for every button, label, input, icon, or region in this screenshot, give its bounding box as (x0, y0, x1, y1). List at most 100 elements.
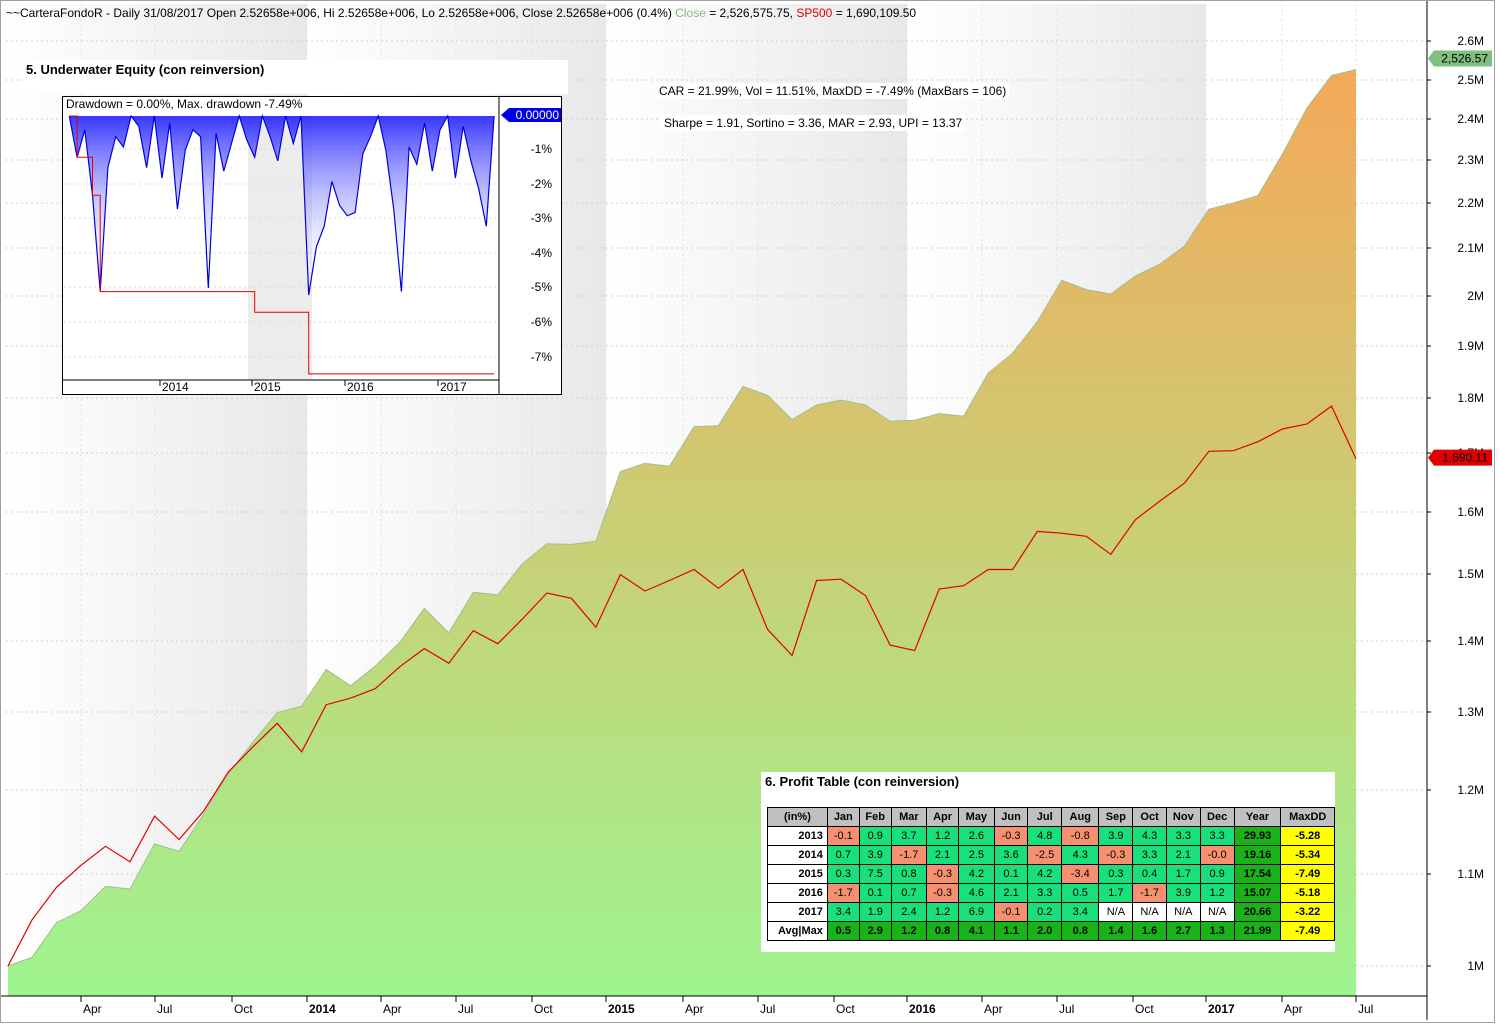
profit-cell: 0.3 (826, 864, 860, 884)
profit-cell: 0.1 (993, 864, 1029, 884)
x-tick-label: Jul (458, 1002, 473, 1016)
drawdown-area (69, 116, 495, 295)
profit-row-label: 2017 (767, 902, 828, 922)
profit-cell: 1.9 (858, 902, 892, 922)
profit-cell: 2.5 (958, 845, 995, 865)
profit-cell: 1.7 (1165, 864, 1201, 884)
profit-table-row: 2013 -0.1 0.9 3.7 1.2 2.6 -0.3 4.8 -0.8 3.9 4.3 3.3… (767, 826, 1335, 846)
profit-cell: 2.1 (1165, 845, 1201, 865)
profit-table-row: 2017 3.4 1.9 2.4 1.2 6.9 -0.1 0.2 3.4 N/A N/A N/A N/… (767, 902, 1335, 922)
x-tick-label: 2017 (1208, 1002, 1235, 1016)
profit-cell: 4.8 (1027, 826, 1063, 846)
profit-cell: -0.1 (993, 902, 1029, 922)
profit-cell: 4.6 (958, 883, 995, 903)
underwater-panel-header: 5. Underwater Equity (con reinversion) (22, 60, 568, 94)
x-tick-label: Apr (383, 1002, 402, 1016)
profit-cell: 0.3 (1098, 864, 1134, 884)
profit-cell: 0.8 (1061, 921, 1100, 941)
underwater-chart[interactable]: -1% -2% -3% -4% -5% -6% -7% 2014 2015 2016 2017 0.0… (62, 96, 562, 395)
profit-cell: 17.54 (1233, 864, 1282, 884)
y-tick-label: 1.2M (1457, 783, 1484, 797)
profit-cell: 1.2 (1199, 883, 1235, 903)
profit-cell: 3.9 (1098, 826, 1134, 846)
profit-row-label: 2014 (767, 845, 828, 865)
y-tick-label: 2.2M (1457, 196, 1484, 210)
inset-x-tick-label: 2016 (347, 380, 374, 394)
inset-year-band (248, 116, 312, 380)
profit-table-header-row: (in%) Jan Feb Mar Apr May Jun Jul Aug Sep Oct Nov De… (767, 807, 1335, 827)
profit-cell: -0.0 (1199, 845, 1235, 865)
inset-y-tick-label: -7% (531, 350, 553, 364)
profit-table-row: 2016 -1.7 0.1 0.7 -0.3 4.6 2.1 3.3 0.5 1.7 -1.7 3.9… (767, 883, 1335, 903)
profit-cell: -1.7 (890, 845, 928, 865)
profit-table: (in%) Jan Feb Mar Apr May Jun Jul Aug Sep Oct Nov De… (767, 807, 1335, 941)
x-tick-label: Jul (1358, 1002, 1373, 1016)
profit-cell: 1.2 (926, 826, 960, 846)
profit-cell: 0.2 (1027, 902, 1063, 922)
profit-cell: 2.1 (993, 883, 1029, 903)
y-tick-label: 1.6M (1457, 505, 1484, 519)
price-tag-shape (1428, 449, 1492, 466)
x-tick-label: 2015 (608, 1002, 635, 1016)
profit-table-column-header: MaxDD (1280, 807, 1335, 827)
profit-table-row: Avg|Max 0.5 2.9 1.2 0.8 4.1 1.1 2.0 0.8 1.4 1.6 2.7… (767, 921, 1335, 941)
drawdown-line (68, 113, 495, 296)
x-tick-label: Apr (685, 1002, 704, 1016)
profit-cell: 0.4 (1132, 864, 1167, 884)
profit-table-column-header: Mar (890, 807, 928, 827)
x-tick-label: Apr (1284, 1002, 1303, 1016)
profit-cell: 2.7 (1165, 921, 1201, 941)
profit-cell: -0.3 (926, 864, 960, 884)
inset-y-tick-label: -5% (531, 280, 553, 294)
profit-cell: -1.7 (826, 883, 860, 903)
profit-table-column-header: Jun (993, 807, 1029, 827)
profit-cell: N/A (1199, 902, 1235, 922)
profit-cell: 6.9 (958, 902, 995, 922)
profit-cell: -5.34 (1280, 845, 1335, 865)
profit-cell: -0.3 (993, 826, 1029, 846)
profit-table-column-header: Apr (926, 807, 960, 827)
y-tick-label: 2.4M (1457, 112, 1484, 126)
underwater-legend: Drawdown = 0.00%, Max. drawdown -7.49% (66, 97, 303, 111)
profit-table-column-header: Nov (1165, 807, 1201, 827)
profit-cell: 1.2 (890, 921, 928, 941)
profit-table-column-header: Year (1233, 807, 1282, 827)
profit-table-body: 2013 -0.1 0.9 3.7 1.2 2.6 -0.3 4.8 -0.8 3.9 4.3 3.3… (767, 826, 1335, 941)
price-tag-label: 1,690.11 (1442, 451, 1488, 465)
header-prefix: ~~CarteraFondoR - Daily 31/08/2017 Open … (6, 6, 672, 20)
inset-y-tick-label: -4% (531, 246, 553, 260)
profit-cell: N/A (1165, 902, 1201, 922)
profit-cell: 3.4 (1061, 902, 1100, 922)
stats-line-2: Sharpe = 1.91, Sortino = 3.36, MAR = 2.9… (661, 115, 966, 131)
profit-table-title: 6. Profit Table (con reinversion) (765, 774, 960, 789)
profit-cell: 3.6 (993, 845, 1029, 865)
y-tick-label: 1.8M (1457, 391, 1484, 405)
inset-x-tick-label: 2015 (254, 380, 281, 394)
profit-cell: 4.2 (958, 864, 995, 884)
profit-cell: 4.3 (1061, 845, 1100, 865)
x-tick-label: 2014 (309, 1002, 336, 1016)
profit-cell: 0.5 (826, 921, 860, 941)
profit-cell: -5.28 (1280, 826, 1335, 846)
profit-table-column-header: Oct (1132, 807, 1167, 827)
max-drawdown-line (69, 115, 495, 375)
profit-cell: 0.7 (826, 845, 860, 865)
profit-cell: 0.5 (1061, 883, 1100, 903)
profit-row-label: Avg|Max (767, 921, 828, 941)
profit-cell: -2.5 (1027, 845, 1063, 865)
profit-cell: -0.3 (1098, 845, 1134, 865)
profit-cell: -3.4 (1061, 864, 1100, 884)
y-tick-label: 1.5M (1457, 567, 1484, 581)
profit-cell: 0.7 (890, 883, 928, 903)
profit-table-panel: 6. Profit Table (con reinversion) (in%) J… (761, 772, 1335, 952)
y-tick-label: 2.3M (1457, 153, 1484, 167)
profit-table-column-header: Feb (858, 807, 892, 827)
x-tick-label: Jul (1059, 1002, 1074, 1016)
y-tick-label: 1M (1467, 959, 1484, 973)
profit-cell: 3.9 (1165, 883, 1201, 903)
x-tick-label: Apr (984, 1002, 1003, 1016)
profit-cell: 0.1 (858, 883, 892, 903)
y-tick-label: 1.3M (1457, 705, 1484, 719)
y-tick-label: 2.5M (1457, 73, 1484, 87)
x-tick-label: Apr (83, 1002, 102, 1016)
